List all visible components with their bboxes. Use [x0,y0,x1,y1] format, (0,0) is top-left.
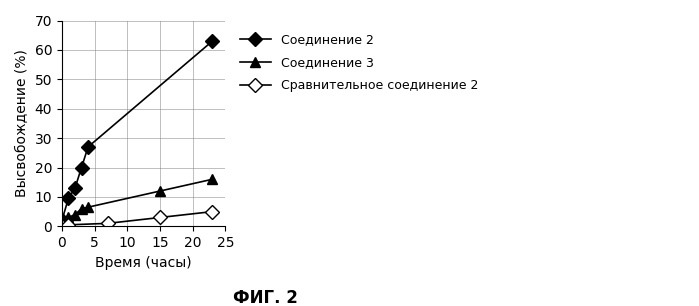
Сравнительное соединение 2 [58,225,66,228]
Сравнительное соединение 2 [103,222,112,225]
Соединение 3 [64,216,73,219]
Text: ФИГ. 2: ФИГ. 2 [233,289,298,306]
Соединение 2 [71,186,79,190]
Line: Соединение 2: Соединение 2 [57,36,217,225]
Соединение 2 [64,196,73,200]
X-axis label: Время (часы): Время (часы) [95,256,192,270]
Сравнительное соединение 2 [156,216,164,219]
Соединение 2 [208,39,217,43]
Соединение 2 [58,218,66,222]
Legend: Соединение 2, Соединение 3, Сравнительное соединение 2: Соединение 2, Соединение 3, Сравнительно… [233,27,484,98]
Сравнительное соединение 2 [64,223,73,227]
Соединение 2 [78,166,86,169]
Соединение 3 [58,218,66,222]
Соединение 3 [156,189,164,193]
Сравнительное соединение 2 [208,210,217,214]
Y-axis label: Высвобождение (%): Высвобождение (%) [15,50,29,197]
Соединение 3 [84,205,92,209]
Line: Сравнительное соединение 2: Сравнительное соединение 2 [57,207,217,231]
Line: Соединение 3: Соединение 3 [57,174,217,225]
Соединение 3 [71,213,79,216]
Соединение 3 [78,207,86,211]
Соединение 3 [208,177,217,181]
Соединение 2 [84,145,92,149]
